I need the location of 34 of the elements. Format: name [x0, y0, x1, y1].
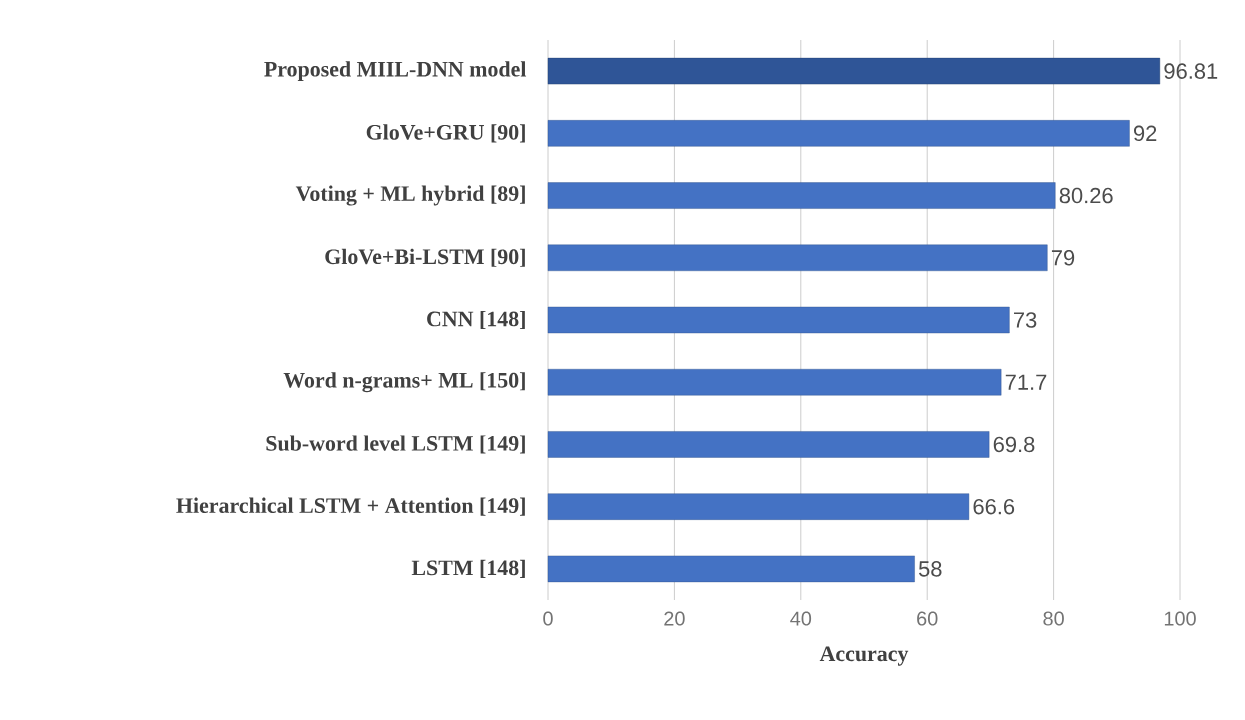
y-tick-label: Word n-grams+ ML [150] — [283, 372, 525, 393]
y-tick-label: Sub-word level LSTM [149] — [266, 435, 525, 454]
bar — [547, 182, 1056, 209]
data-label: 92 — [1134, 125, 1157, 142]
data-label: 96.81 — [1164, 63, 1218, 79]
bar — [547, 244, 1048, 271]
bar — [547, 369, 1002, 396]
y-tick-label: CNN [148] — [427, 310, 525, 330]
x-tick-label: 40 — [790, 611, 812, 626]
bar — [547, 57, 1161, 85]
data-label: 58 — [918, 561, 942, 577]
data-label: 79 — [1051, 250, 1075, 266]
x-tick-label: 100 — [1164, 611, 1196, 626]
data-label: 73 — [1014, 312, 1037, 328]
x-tick-label: 0 — [543, 611, 553, 626]
x-tick-label: 20 — [664, 611, 685, 626]
data-label: 71.7 — [1005, 374, 1047, 390]
data-label: 69.8 — [993, 436, 1035, 453]
y-tick-label: GloVe+GRU [90] — [366, 124, 525, 143]
bar — [547, 120, 1130, 147]
x-tick-label: 60 — [917, 611, 938, 626]
y-tick-label: Hierarchical LSTM + Attention [149] — [176, 497, 525, 516]
y-tick-label: LSTM [148] — [411, 559, 525, 578]
x-tick-label: 80 — [1043, 611, 1064, 626]
bar — [547, 493, 970, 520]
data-label: 66.6 — [973, 498, 1015, 515]
bar — [547, 431, 990, 458]
data-label: 80.26 — [1059, 187, 1113, 204]
x-axis-title: Accuracy — [819, 646, 909, 666]
y-tick-label: Voting + ML hybrid [89] — [295, 185, 525, 206]
bar — [547, 306, 1010, 334]
y-tick-label: GloVe+Bi-LSTM [90] — [325, 248, 525, 267]
y-tick-label: Proposed MIIL-DNN model — [264, 61, 527, 82]
bar — [547, 555, 915, 583]
